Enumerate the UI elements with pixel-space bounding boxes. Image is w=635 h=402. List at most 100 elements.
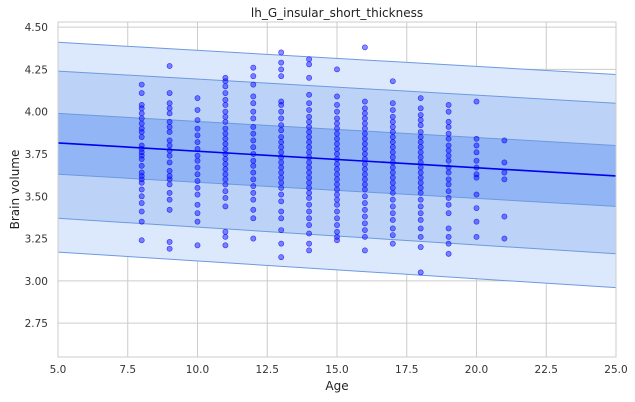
data-point [138,105,145,112]
data-point [334,191,340,198]
data-point [361,151,368,157]
data-point [334,130,340,137]
data-point [138,162,145,169]
data-point [250,235,257,242]
data-point [361,233,368,240]
data-point [417,134,424,140]
data-point [389,113,396,120]
data-point [361,186,368,193]
x-tick-label: 22.5 [535,364,558,376]
data-point [250,189,257,196]
data-point [166,196,173,203]
data-point [473,98,480,105]
data-point [417,225,424,232]
data-point [389,217,396,223]
plot-frame [57,21,617,358]
data-point [278,73,285,80]
x-tick-label: 7.5 [119,364,136,376]
data-point [222,156,229,162]
data-point [334,228,340,235]
data-point [250,123,257,130]
data-point [222,188,229,195]
data-point [445,108,452,115]
y-tick-label: 2.75 [25,318,48,330]
data-point [306,184,312,191]
band-middle-upper-edge [57,70,617,104]
x-tick-label: 17.5 [395,364,418,376]
data-point [389,184,396,191]
data-point [222,83,229,90]
band-inner-lower-edge [57,173,617,207]
data-point [361,44,368,51]
data-point [361,220,368,227]
data-point [306,144,312,151]
data-point [278,240,285,247]
data-point [250,183,257,190]
data-point [278,159,285,166]
data-point [334,186,340,193]
y-axis-label: Brain volume [8,150,22,230]
data-point [278,49,285,56]
data-point [166,118,173,125]
data-point [389,189,396,196]
data-point [473,218,480,225]
data-point [250,81,257,88]
data-point [361,213,368,220]
data-point [194,201,201,208]
y-tick-label: 4.50 [25,22,48,34]
data-point [306,240,312,247]
data-point [445,152,452,159]
data-point [250,144,257,151]
data-point [222,125,229,132]
data-point [306,222,312,228]
data-point [417,122,424,129]
data-point [222,135,229,142]
data-point [417,144,424,151]
data-point [250,176,257,183]
data-point [194,157,201,164]
data-point [334,196,340,203]
y-tick-labels: 2.75 3.00 3.25 3.50 3.75 4.00 4.25 4.50 [25,22,48,330]
data-point [389,203,396,210]
data-point [222,203,229,210]
data-point [194,95,201,102]
data-point [194,139,201,146]
data-point [306,149,312,156]
data-point [389,225,396,232]
data-point [222,171,229,178]
data-point [334,201,340,208]
data-point [334,135,340,142]
data-point [138,218,145,225]
data-point [306,195,312,201]
data-point [334,181,340,188]
data-point [389,149,396,156]
data-point [473,157,480,164]
data-point [361,166,368,173]
data-point [361,181,368,188]
data-point [250,162,257,169]
data-point [222,145,229,152]
data-point [389,196,396,203]
data-point [361,110,368,117]
data-point [250,115,257,122]
data-point [166,181,173,188]
data-point [445,225,452,232]
data-point [278,108,285,115]
data-point [473,205,480,212]
data-point [417,203,424,210]
data-point [278,179,285,186]
data-point [278,102,285,108]
data-point [445,123,452,130]
data-point [501,137,508,144]
data-point [194,152,201,159]
data-point [361,206,368,213]
data-point [278,144,285,151]
data-point [417,189,424,196]
data-point [334,171,340,178]
data-point [306,123,312,130]
data-point [278,169,285,176]
data-point [194,242,201,249]
data-point [194,218,201,225]
data-point [334,140,340,147]
data-point [361,115,368,122]
